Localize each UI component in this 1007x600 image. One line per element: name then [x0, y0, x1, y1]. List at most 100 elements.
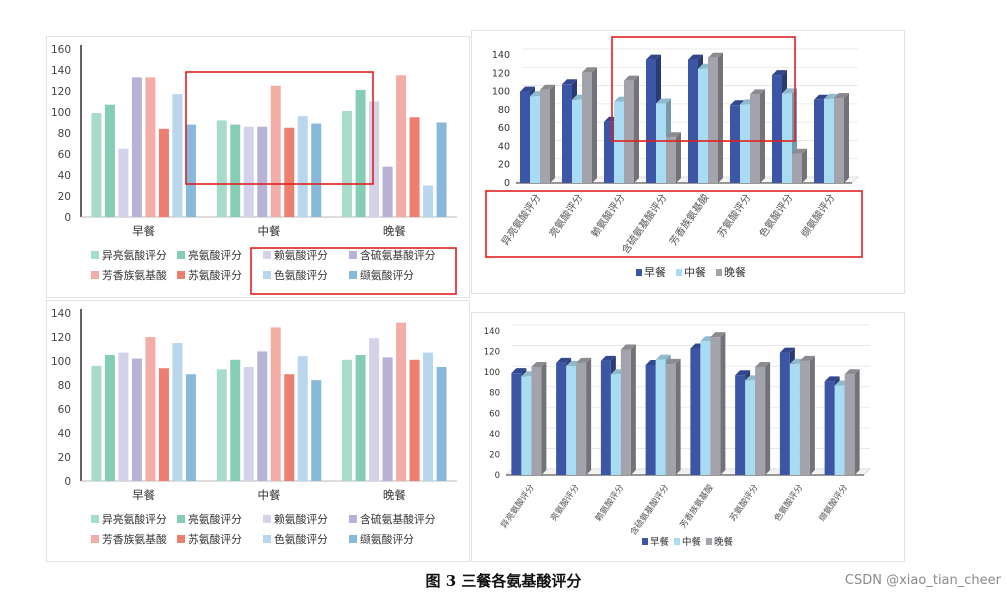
y-tick-label: 140: [492, 50, 510, 61]
bar-top: [688, 54, 703, 60]
y-tick-label: 20: [58, 191, 71, 203]
legend-label: 晚餐: [724, 265, 746, 279]
x-tick-label: 赖氨酸评分: [588, 191, 627, 239]
bar-top: [814, 94, 829, 100]
bar-赖氨酸评分-晚餐: [369, 101, 380, 217]
legend-swatch: [349, 515, 357, 523]
y-tick-label: 80: [58, 380, 71, 392]
legend-label: 缬氨酸评分: [360, 268, 414, 282]
legend: 早餐 中餐 晚餐: [636, 265, 746, 279]
legend-swatch: [177, 535, 185, 543]
x-tick-label: 晚餐: [383, 488, 406, 502]
bar-亮氨酸评分-晚餐: [355, 355, 366, 481]
bar-side: [809, 355, 815, 475]
x-tick-label: 芳香族氨基酸: [678, 482, 717, 530]
x-tick-label: 含硫氨基酸评分: [628, 482, 671, 537]
bar-色氨酸评分-早餐: [172, 343, 183, 481]
bar-front: [646, 59, 656, 183]
bar-晚餐-含硫氨基酸评分: [666, 132, 681, 183]
x-tick-label: 亮氨酸评分: [546, 191, 585, 239]
bar-front: [834, 385, 845, 475]
x-tick-label: 早餐: [132, 488, 155, 502]
bar-晚餐-赖氨酸评分: [620, 344, 636, 475]
bar-top: [576, 357, 592, 363]
bar-色氨酸评分-晚餐: [423, 352, 434, 481]
bar-top: [520, 86, 535, 92]
chart-panel-1: 0 20 40 60 80 100 120 140 160 早餐 中餐 晚餐 异亮氨酸评分 亮氨酸评分 赖氨…: [46, 36, 470, 298]
bar-晚餐-色氨酸评分: [792, 148, 807, 183]
y-tick-label: 140: [51, 65, 71, 77]
bar-front: [604, 121, 614, 183]
bar-side: [676, 132, 681, 183]
bar-front: [730, 105, 740, 183]
bar-top: [792, 148, 807, 154]
bar-top: [620, 344, 636, 350]
bar-front: [566, 365, 577, 475]
bar-异亮氨酸评分-早餐: [91, 365, 102, 481]
bar-top: [755, 362, 771, 367]
bar-chart-4: 0 20 40 60 80 100 120 140 异亮氨酸评分 亮氨酸评分 赖氨酸评分 含硫氨基酸评…: [484, 324, 871, 548]
y-tick-label: 40: [489, 430, 500, 440]
bar-front: [620, 349, 631, 475]
x-tick-label: 苏氨酸评分: [714, 191, 753, 239]
bar-晚餐-芳香族氨基酸: [708, 52, 723, 183]
bar-side: [630, 344, 636, 475]
bar-缬氨酸评分-早餐: [185, 124, 196, 217]
legend-label: 色氨酸评分: [274, 268, 328, 282]
y-tick-label: 20: [498, 160, 510, 171]
x-tick-label: 赖氨酸评分: [593, 482, 627, 524]
bar-晚餐-苏氨酸评分: [755, 362, 771, 475]
bar-芳香族氨基酸-中餐: [270, 85, 281, 217]
bar-赖氨酸评分-早餐: [118, 148, 129, 217]
highlight-box-legend: [250, 247, 457, 295]
bar-front: [844, 374, 855, 475]
legend-label: 异亮氨酸评分: [102, 248, 167, 262]
legend-swatch: [263, 515, 271, 523]
legend-label: 含硫氨基酸评分: [360, 512, 436, 526]
y-tick-label: 60: [498, 123, 510, 134]
y-tick-label: 120: [51, 86, 71, 98]
bar-front: [690, 348, 701, 475]
highlight-box-middle: [185, 71, 374, 185]
bar-晚餐-亮氨酸评分: [576, 357, 592, 475]
legend-swatch: [91, 535, 99, 543]
y-tick-label: 60: [58, 149, 71, 161]
bar-色氨酸评分-早餐: [172, 94, 183, 217]
bar-top: [779, 347, 795, 353]
bar-top: [624, 75, 639, 81]
legend-label: 赖氨酸评分: [274, 248, 328, 262]
legend-label: 赖氨酸评分: [274, 512, 328, 526]
bar-front: [511, 373, 522, 475]
bar-front: [698, 68, 708, 183]
bars: [91, 75, 447, 217]
bar-front: [624, 80, 634, 183]
bar-亮氨酸评分-早餐: [104, 104, 115, 217]
y-tick-label: 20: [489, 450, 500, 460]
y-tick-label: 120: [492, 68, 510, 79]
bar-front: [782, 93, 792, 183]
legend-swatch: [674, 538, 680, 545]
bar-苏氨酸评分-晚餐: [409, 359, 420, 481]
y-tick-label: 40: [58, 170, 71, 182]
bar-front: [740, 104, 750, 183]
legend-swatch: [716, 269, 722, 276]
bar-晚餐-含硫氨基酸评分: [665, 358, 681, 475]
bar-top: [556, 357, 572, 363]
y-tick-label: 80: [498, 105, 510, 116]
bar-top: [844, 369, 860, 375]
bar-芳香族氨基酸-晚餐: [396, 322, 407, 481]
highlight-box-groups: [611, 36, 796, 142]
x-tick-label: 芳香族氨基酸: [666, 191, 711, 248]
y-tick-label: 0: [504, 178, 510, 189]
bar-front: [792, 153, 802, 183]
bar-top: [782, 88, 797, 94]
bar-含硫氨基酸评分-中餐: [257, 126, 268, 217]
bar-异亮氨酸评分-早餐: [91, 113, 102, 217]
legend-swatch: [706, 538, 712, 545]
legend-label: 早餐: [650, 536, 670, 548]
y-tick-label: 60: [58, 404, 71, 416]
bar-front: [710, 337, 721, 475]
bar-front: [530, 96, 540, 183]
